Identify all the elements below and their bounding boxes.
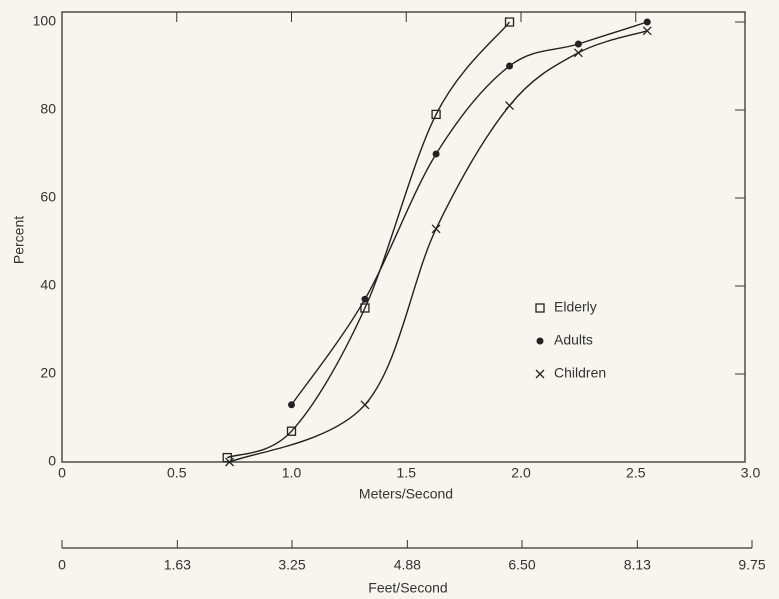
x2-tick-label: 9.75 xyxy=(738,557,765,573)
data-point xyxy=(286,426,297,436)
data-point xyxy=(574,40,582,48)
y-tick-label: 20 xyxy=(40,365,56,381)
legend-marker xyxy=(536,337,544,345)
data-point xyxy=(288,401,295,409)
y-tick-label: 60 xyxy=(40,189,56,205)
legend-marker xyxy=(535,303,545,313)
x2-tick-label: 4.88 xyxy=(394,557,421,573)
data-point xyxy=(642,26,652,36)
plot-frame xyxy=(61,11,746,463)
data-point xyxy=(505,101,514,111)
data-point xyxy=(432,150,440,158)
x-tick-label: 2.0 xyxy=(511,465,531,481)
x2-tick-label: 8.13 xyxy=(624,557,651,573)
data-point xyxy=(225,457,234,467)
x2-axis-label: Feet/Second xyxy=(368,580,447,596)
x2-tick-label: 1.63 xyxy=(164,557,191,573)
y-tick-label: 80 xyxy=(40,101,56,117)
series-curve xyxy=(290,21,648,406)
data-point xyxy=(504,17,515,27)
x-axis-label: Meters/Second xyxy=(359,486,453,502)
data-point xyxy=(222,452,232,463)
y-axis-label: Percent xyxy=(11,216,27,264)
series-curve xyxy=(229,30,648,463)
data-point xyxy=(431,109,441,120)
legend-label: Adults xyxy=(554,332,593,348)
x-tick-label: 0.5 xyxy=(167,465,187,481)
x2-tick-label: 6.50 xyxy=(508,557,535,573)
data-point xyxy=(573,48,583,58)
x-tick-label: 3.0 xyxy=(741,465,761,481)
y-tick-label: 100 xyxy=(33,13,57,29)
x-tick-label: 1.5 xyxy=(397,465,417,481)
x2-tick-label: 0 xyxy=(58,557,66,573)
x-tick-label: 0 xyxy=(58,465,66,481)
data-point xyxy=(361,295,369,303)
y-tick-label: 40 xyxy=(40,277,56,293)
data-point xyxy=(431,224,441,234)
series-curve xyxy=(226,21,511,459)
data-point xyxy=(506,62,514,70)
legend-label: Children xyxy=(554,365,606,381)
data-point xyxy=(643,18,651,26)
data-point xyxy=(360,400,370,410)
data-point xyxy=(360,303,370,313)
x-tick-label: 1.0 xyxy=(282,465,302,481)
legend-marker xyxy=(535,369,545,379)
legend-label: Elderly xyxy=(554,299,597,315)
x2-tick-label: 3.25 xyxy=(278,557,305,573)
x-tick-label: 2.5 xyxy=(626,465,646,481)
y-tick-label: 0 xyxy=(48,453,56,469)
